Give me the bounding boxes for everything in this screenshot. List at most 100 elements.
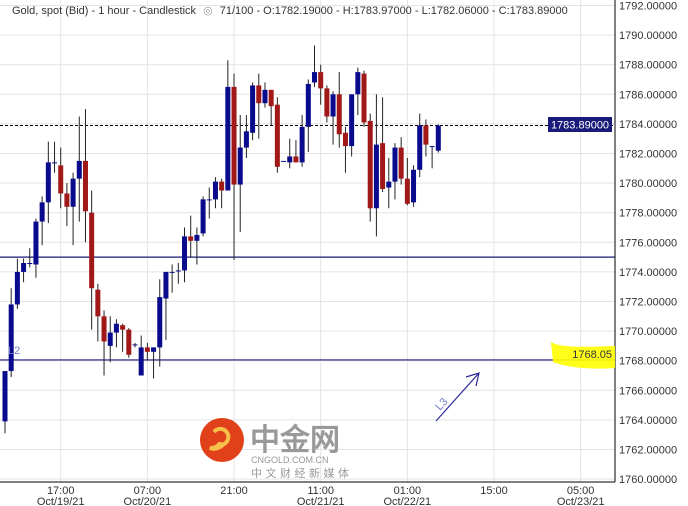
l3-arrow[interactable]: L3 [433,372,480,422]
candle [380,97,386,192]
candle [107,316,113,363]
candle-body [126,329,132,355]
candle [212,177,218,209]
candle-body [70,178,76,207]
candle [243,115,249,158]
candle-body [299,126,305,163]
candle [120,323,126,352]
y-tick-label: 1760.00000 [619,474,677,486]
level-label: 1768.05 [572,349,612,361]
candle [386,157,392,209]
y-tick-label: 1762.00000 [619,445,677,457]
candle-body [200,199,206,234]
candle-body [274,104,280,167]
candle-body [163,271,169,299]
candle [305,79,311,153]
candle [21,258,27,283]
ohlc-readout: 71/100 - O:1782.19000 - H:1783.97000 - L… [219,5,568,17]
candle-body [268,89,274,107]
candle [318,64,324,105]
candle [76,116,82,222]
candle [281,160,287,162]
level-highlight [551,342,615,369]
candle [101,310,107,376]
candle-body [305,83,311,127]
candle [299,115,305,167]
candle-body [182,236,188,271]
candle-body [293,156,299,163]
candle [349,94,355,157]
candle [194,227,200,265]
candle [70,172,76,246]
candle-body [262,89,268,104]
x-tick-time: 17:00 [47,485,75,497]
candles [2,45,441,434]
candle-body [76,160,82,179]
candle-body [132,344,138,346]
watermark-domain: CNGOLD.COM.CN [251,455,329,465]
candle-body [151,347,157,352]
candle [237,115,243,232]
watermark-slogan: 中 文 财 经 新 媒 体 [251,466,349,480]
candle [423,119,429,157]
candle-body [398,147,404,179]
candle-body [287,156,293,163]
y-tick-label: 1786.00000 [619,89,677,101]
x-tick-time: 01:00 [394,485,422,497]
x-tick-time: 11:00 [307,485,334,497]
candle-body [89,212,95,289]
candle [2,371,8,434]
candle-body [206,199,212,201]
candle [392,143,398,200]
candle [138,335,144,376]
instrument-label: Gold, spot (Bid) - 1 hour - Candlestick [12,5,197,17]
x-tick-time: 07:00 [134,485,162,497]
y-tick-label: 1764.00000 [619,415,677,427]
x-tick-date: Oct/20/21 [124,496,172,506]
candle [175,263,181,284]
l2-label[interactable]: L2 [8,345,20,357]
candle [27,248,33,268]
candle [58,147,64,209]
candle-body [169,271,175,273]
candle [336,72,342,148]
candle [95,283,101,342]
watermark-logo: 中金网 CNGOLD.COM.CN 中 文 财 经 新 媒 体 [200,418,349,480]
y-tick-label: 1770.00000 [619,326,677,338]
candle-body [404,178,410,204]
y-tick-label: 1774.00000 [619,267,677,279]
candle [188,215,194,258]
candle [200,196,206,237]
eye-icon[interactable]: ◎ [203,5,213,17]
y-tick-label: 1790.00000 [619,30,677,42]
candle [355,67,361,116]
candle [182,227,188,283]
candle [429,146,435,169]
candle [206,187,212,219]
x-tick-time: 15:00 [480,485,508,497]
candle-body [188,236,194,241]
candle-body [107,332,113,346]
candle [113,319,119,348]
x-tick-date: Oct/19/21 [37,496,85,506]
candle [411,165,417,207]
candle-body [64,193,70,207]
candle [52,141,58,173]
l3-label: L3 [433,396,450,413]
candle-body [312,72,317,83]
x-tick-time: 05:00 [567,485,595,497]
candle [157,279,163,367]
candle [39,196,45,246]
candle-body [243,131,249,148]
y-tick-label: 1792.00000 [619,1,677,13]
candle [287,138,293,169]
current-price-badge [548,117,612,132]
candle-body [237,147,243,185]
current-price-label: 1783.89000 [551,120,609,132]
candle-body [144,347,150,352]
candle-body [58,165,64,194]
candle-body [355,72,361,95]
x-tick-time: 21:00 [220,485,248,497]
y-tick-label: 1780.00000 [619,178,677,190]
